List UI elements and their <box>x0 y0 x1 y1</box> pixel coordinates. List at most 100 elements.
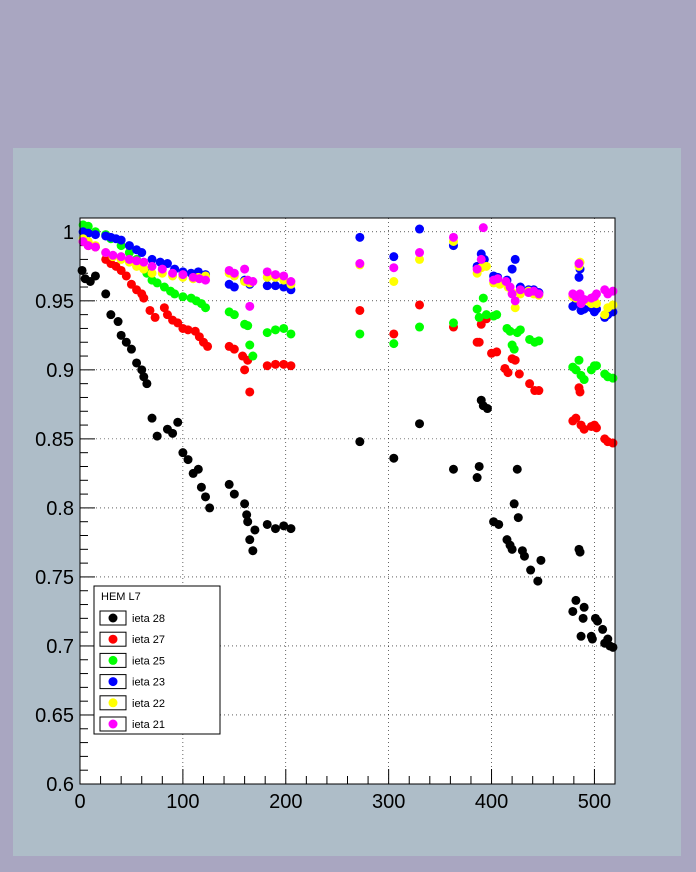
data-point <box>389 453 399 463</box>
data-point <box>126 344 136 354</box>
data-point <box>279 282 289 292</box>
data-point <box>591 289 601 299</box>
data-point <box>492 347 502 357</box>
data-point <box>113 317 123 327</box>
data-point <box>389 263 399 273</box>
data-point <box>389 252 399 262</box>
data-point <box>229 268 239 278</box>
data-point <box>598 624 608 634</box>
data-point <box>591 361 601 371</box>
data-point <box>248 277 258 287</box>
x-tick-label: 300 <box>372 791 405 813</box>
data-point <box>145 305 155 315</box>
data-point <box>510 254 520 264</box>
data-point <box>533 576 543 586</box>
data-point <box>224 479 234 489</box>
data-point <box>568 606 578 616</box>
legend-marker <box>108 613 118 623</box>
data-point <box>270 359 280 369</box>
data-point <box>242 510 252 520</box>
data-point <box>262 267 272 277</box>
data-point <box>448 464 458 474</box>
data-point <box>474 461 484 471</box>
y-tick-label: 0.95 <box>35 291 74 313</box>
legend-entry: ieta 27 <box>99 631 165 647</box>
data-point <box>124 254 134 264</box>
legend-entry: ieta 28 <box>99 610 165 626</box>
data-point <box>132 358 142 368</box>
data-point <box>575 387 585 397</box>
data-point <box>571 595 581 605</box>
data-point <box>476 254 486 264</box>
data-point <box>474 312 484 322</box>
data-point <box>168 268 178 278</box>
data-point <box>415 248 425 258</box>
data-point <box>124 241 134 251</box>
data-point <box>77 265 87 275</box>
data-point <box>262 519 272 529</box>
data-point <box>415 254 425 264</box>
data-point <box>515 285 525 295</box>
data-point <box>279 521 289 531</box>
data-point <box>152 431 162 441</box>
data-point <box>478 223 488 233</box>
data-point <box>147 268 157 278</box>
data-point <box>229 310 239 320</box>
legend-marker <box>108 655 118 665</box>
data-point <box>248 351 258 361</box>
y-tick-label: 0.75 <box>35 567 74 589</box>
data-point <box>90 271 100 281</box>
tick-labels: 0 100 200 300 400 500 0.6 0.65 0.7 0.75 0.8 0.85 0.9… <box>35 222 611 813</box>
data-point <box>492 310 502 320</box>
data-point <box>579 294 589 304</box>
legend-entry: ieta 25 <box>99 652 165 668</box>
data-point <box>108 250 118 260</box>
data-point <box>355 259 365 269</box>
x-tick-label: 400 <box>475 791 508 813</box>
legend-marker-box <box>99 674 127 690</box>
y-tick-label: 1 <box>63 222 74 244</box>
legend-entry: ieta 21 <box>99 716 165 732</box>
y-tick-label: 0.7 <box>46 636 74 658</box>
data-point <box>270 281 280 291</box>
data-point <box>250 525 260 535</box>
data-point <box>415 300 425 310</box>
legend-marker <box>108 698 118 708</box>
data-point <box>240 365 250 375</box>
data-point <box>478 293 488 303</box>
data-point <box>571 413 581 423</box>
data-point <box>286 361 296 371</box>
data-point <box>389 277 399 287</box>
y-tick-label: 0.8 <box>46 498 74 520</box>
data-point <box>286 524 296 534</box>
data-point <box>270 524 280 534</box>
data-point <box>101 248 111 258</box>
data-point <box>170 289 180 299</box>
data-point <box>178 448 188 458</box>
data-point <box>525 379 535 389</box>
data-point <box>608 642 618 652</box>
data-points <box>77 220 618 652</box>
data-point <box>142 379 152 389</box>
data-point <box>262 361 272 371</box>
data-point <box>389 329 399 339</box>
data-point <box>279 359 289 369</box>
y-tick-label: 0.65 <box>35 705 74 727</box>
data-point <box>205 503 215 513</box>
data-point <box>494 519 504 529</box>
data-point <box>229 344 239 354</box>
y-tick-label: 0.85 <box>35 429 74 451</box>
data-point <box>262 281 272 291</box>
data-point <box>415 322 425 332</box>
data-point <box>240 264 250 274</box>
data-point <box>116 330 126 340</box>
data-point <box>106 310 116 320</box>
data-point <box>150 312 160 322</box>
data-point <box>173 417 183 427</box>
data-point <box>534 386 544 396</box>
data-point <box>510 296 520 306</box>
data-point <box>608 300 618 310</box>
legend-marker-box <box>99 716 127 732</box>
data-point <box>505 282 515 292</box>
data-point <box>137 365 147 375</box>
